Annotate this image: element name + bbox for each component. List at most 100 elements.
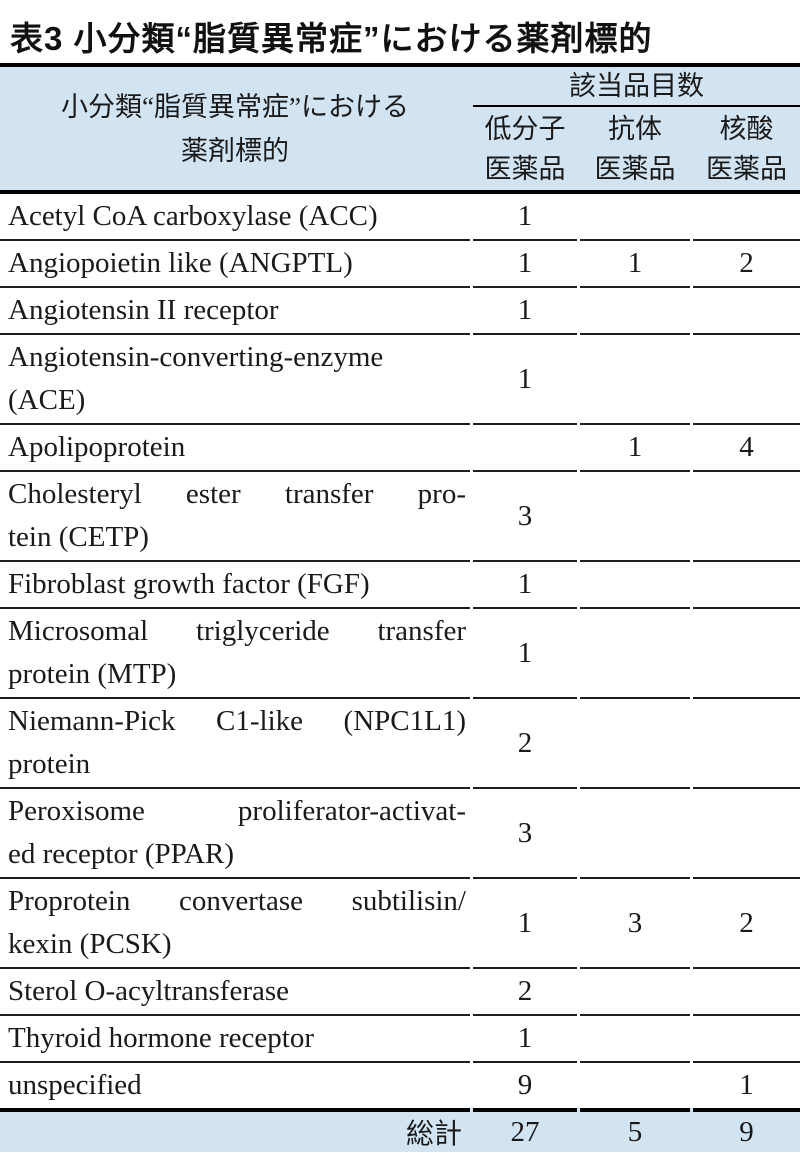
total-count-value: 27 bbox=[473, 1108, 577, 1152]
table-row: Fibroblast growth factor (FGF) 1 bbox=[0, 562, 800, 609]
row-count-value bbox=[693, 288, 800, 335]
row-count-value bbox=[693, 789, 800, 879]
row-count-value: 2 bbox=[473, 699, 577, 789]
row-target-name: Microsomal triglyceride transfer protein … bbox=[0, 609, 470, 699]
row-count-value bbox=[693, 472, 800, 562]
table-row: Angiotensin II receptor 1 bbox=[0, 288, 800, 335]
row-target-name: Angiotensin II receptor bbox=[0, 288, 470, 335]
table-row: Proprotein convertase subtilisin/kexin (… bbox=[0, 879, 800, 969]
row-count-value bbox=[693, 1016, 800, 1063]
row-count-value: 1 bbox=[473, 1016, 577, 1063]
table-body: Acetyl CoA carboxylase (ACC) 1 Angiopoieti… bbox=[0, 194, 800, 1108]
row-target-name: Fibroblast growth factor (FGF) bbox=[0, 562, 470, 609]
row-target-name-line: Angiotensin II receptor bbox=[8, 294, 279, 326]
row-target-name: Proprotein convertase subtilisin/kexin (… bbox=[0, 879, 470, 969]
row-count-value: 3 bbox=[473, 472, 577, 562]
row-target-name-line: Thyroid hormone receptor bbox=[8, 1022, 315, 1054]
column-header-line: 核酸 bbox=[719, 113, 774, 144]
row-target-name-line: Fibroblast growth factor (FGF) bbox=[8, 568, 370, 600]
row-count-value: 1 bbox=[473, 879, 577, 969]
row-count-value: 3 bbox=[473, 789, 577, 879]
header-target-label: 小分類“脂質異常症”における 薬剤標的 bbox=[0, 67, 470, 190]
total-label: 総計 bbox=[0, 1108, 470, 1152]
header-target-label-line: 小分類“脂質異常症”における bbox=[61, 91, 409, 122]
row-target-name-line: protein (MTP) bbox=[8, 658, 177, 690]
row-count-value bbox=[693, 969, 800, 1016]
row-count-value: 1 bbox=[739, 1069, 754, 1101]
header-target-label-line: 薬剤標的 bbox=[181, 135, 289, 166]
total-count-value: 9 bbox=[693, 1108, 800, 1152]
table-row: unspecified 9 1 bbox=[0, 1063, 800, 1108]
row-count-value bbox=[580, 288, 690, 335]
column-header-line: 医薬品 bbox=[706, 153, 787, 184]
header-count-group: 該当品目数 低分子 医薬品 抗体 医薬品 核酸 医薬品 bbox=[473, 67, 800, 190]
row-target-name-line: Sterol O-acyltransferase bbox=[8, 975, 290, 1007]
row-target-name-line: Proprotein convertase subtilisin/ bbox=[8, 885, 466, 917]
row-target-name: Thyroid hormone receptor bbox=[0, 1016, 470, 1063]
row-target-name: Angiotensin-converting-enzyme (ACE) bbox=[0, 335, 470, 425]
row-count-value: 1 bbox=[580, 425, 690, 472]
row-count-value: 1 bbox=[473, 288, 577, 335]
row-count-value: 1 bbox=[580, 241, 690, 288]
column-header-line: 医薬品 bbox=[594, 153, 676, 184]
row-target-name-line: Angiopoietin like (ANGPTL) bbox=[8, 247, 353, 279]
row-target-name-line: Cholesteryl ester transfer pro- bbox=[8, 478, 466, 510]
row-target-name: Angiopoietin like (ANGPTL) bbox=[0, 241, 470, 288]
column-header-line: 抗体 bbox=[608, 113, 662, 144]
table-row: Cholesteryl ester transfer pro-tein (CET… bbox=[0, 472, 800, 562]
row-count-value bbox=[580, 335, 690, 425]
table-row: Peroxisome proliferator-activat-ed recep… bbox=[0, 789, 800, 879]
row-target-name-line: (ACE) bbox=[8, 384, 86, 416]
table-row: Angiotensin-converting-enzyme (ACE) 1 bbox=[0, 335, 800, 425]
row-target-name-line: Angiotensin-converting-enzyme bbox=[8, 341, 384, 373]
row-count-value: 1 bbox=[473, 609, 577, 699]
table-row: Acetyl CoA carboxylase (ACC) 1 bbox=[0, 194, 800, 241]
row-count-value: 2 bbox=[693, 879, 800, 969]
row-count-value bbox=[693, 194, 800, 241]
row-target-name-line: Acetyl CoA carboxylase (ACC) bbox=[8, 200, 378, 232]
table-row: Angiopoietin like (ANGPTL) 1 1 2 bbox=[0, 241, 800, 288]
column-header-line: 低分子 bbox=[484, 113, 566, 144]
drug-target-table: 小分類“脂質異常症”における 薬剤標的 該当品目数 低分子 医薬品 抗体 医薬品 核酸 医薬… bbox=[0, 63, 800, 1152]
row-count-value bbox=[693, 335, 800, 425]
row-count-value: 1 bbox=[473, 241, 577, 288]
row-target-name-line: Niemann-Pick C1-like (NPC1L1) bbox=[8, 705, 466, 737]
row-count-value bbox=[580, 1063, 690, 1108]
row-count-value: 4 bbox=[693, 425, 800, 472]
row-target-name-line: ed receptor (PPAR) bbox=[8, 838, 235, 870]
row-count-value: 2 bbox=[473, 969, 577, 1016]
row-target-name: Peroxisome proliferator-activat-ed recep… bbox=[0, 789, 470, 879]
table-row: Microsomal triglyceride transfer protein … bbox=[0, 609, 800, 699]
row-count-value bbox=[580, 194, 690, 241]
row-count-value bbox=[693, 609, 800, 699]
row-target-name: Sterol O-acyltransferase bbox=[0, 969, 470, 1016]
row-target-name-line: Microsomal triglyceride transfer bbox=[8, 615, 466, 647]
row-count-value bbox=[580, 969, 690, 1016]
row-target-name: unspecified bbox=[0, 1063, 470, 1108]
column-header: 低分子 医薬品 bbox=[473, 107, 577, 190]
row-target-name-line: unspecified bbox=[8, 1069, 142, 1101]
row-count-value bbox=[473, 425, 577, 472]
table-title: 表3 小分類“脂質異常症”における薬剤標的 bbox=[10, 20, 653, 57]
row-target-name: Niemann-Pick C1-like (NPC1L1) protein bbox=[0, 699, 470, 789]
row-count-value bbox=[693, 562, 800, 609]
row-count-value bbox=[580, 699, 690, 789]
table-row: Sterol O-acyltransferase 2 bbox=[0, 969, 800, 1016]
row-count-value: 9 bbox=[517, 1069, 533, 1101]
row-count-value: 1 bbox=[473, 562, 577, 609]
column-header: 核酸 医薬品 bbox=[693, 107, 800, 190]
total-count-value: 5 bbox=[580, 1108, 690, 1152]
column-header: 抗体 医薬品 bbox=[580, 107, 690, 190]
row-target-name-line: Peroxisome proliferator-activat- bbox=[8, 795, 466, 827]
row-count-value bbox=[580, 562, 690, 609]
table-row: Apolipoprotein 1 4 bbox=[0, 425, 800, 472]
row-target-name-line: Apolipoprotein bbox=[8, 431, 186, 463]
table-row: Niemann-Pick C1-like (NPC1L1) protein 2 bbox=[0, 699, 800, 789]
row-target-name-line: tein (CETP) bbox=[8, 521, 149, 553]
row-target-name: Apolipoprotein bbox=[0, 425, 470, 472]
row-count-value: 1 bbox=[473, 335, 577, 425]
row-count-value: 1 bbox=[473, 194, 577, 241]
table-row: Thyroid hormone receptor 1 bbox=[0, 1016, 800, 1063]
row-count-value bbox=[580, 1016, 690, 1063]
